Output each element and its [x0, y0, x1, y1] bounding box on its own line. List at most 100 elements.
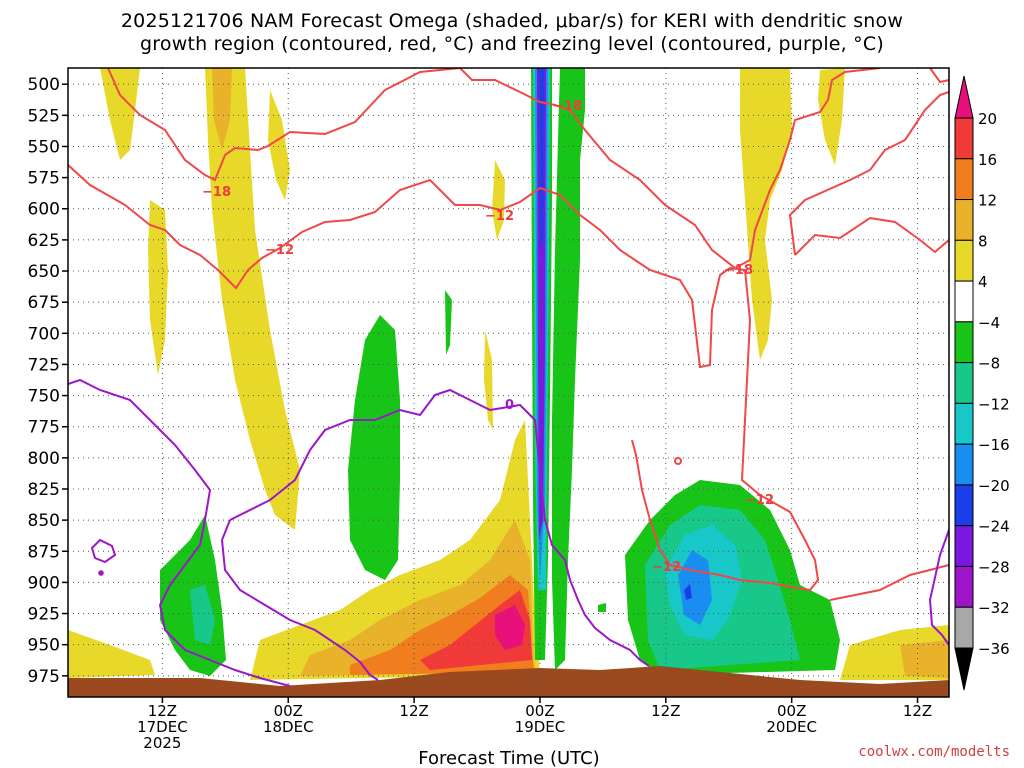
omega-shading: [68, 68, 949, 680]
x-tick-label: 2025: [143, 734, 181, 752]
colorbar-label: 12: [978, 192, 997, 210]
contours: [68, 68, 949, 687]
y-tick-label: 650: [28, 262, 60, 282]
contour-labels: −18 −18 −18 −12 −12 −12 −12 0: [202, 99, 774, 575]
y-tick-label: 575: [28, 169, 60, 189]
watermark: coolwx.com/modelts: [858, 744, 1010, 760]
colorbar-top-arrow: [954, 75, 974, 119]
colorbar-label: −12: [978, 395, 1010, 413]
omega-negative-region: [348, 315, 400, 580]
y-tick-label: 775: [28, 418, 60, 438]
omega-positive-region: [212, 68, 232, 150]
colorbar-label: −16: [978, 436, 1010, 454]
chart-title-line-1: 2025121706 NAM Forecast Omega (shaded, μ…: [120, 10, 904, 32]
dgz-contour-minus12: [788, 91, 949, 256]
colorbar-label: −8: [978, 355, 1000, 373]
y-tick-label: 600: [28, 200, 60, 220]
y-tick-label: 850: [28, 511, 60, 531]
dgz-contour-minus12: [829, 564, 949, 601]
colorbar-label: 20: [978, 110, 997, 128]
omega-positive-region: [495, 605, 525, 650]
contour-label: −18: [724, 263, 753, 278]
freezing-contour-0: [928, 529, 949, 646]
freezing-contour-0: [68, 378, 291, 687]
omega-positive-region: [148, 200, 168, 375]
y-tick-label: 500: [28, 75, 60, 95]
y-tick-label: 675: [28, 293, 60, 313]
contour-label: −18: [202, 185, 231, 200]
colorbar-swatch: [954, 280, 974, 323]
freezing-contour-0: [229, 388, 650, 667]
omega-negative-region: [190, 585, 215, 645]
colorbar-swatch: [954, 199, 974, 241]
colorbar-swatch: [954, 484, 974, 527]
colorbar-swatch: [954, 362, 974, 404]
colorbar-swatch: [954, 158, 974, 201]
contour-label: 0: [505, 398, 514, 413]
y-tick-label: 950: [28, 636, 60, 656]
omega-positive-region: [740, 68, 792, 360]
colorbar: 20 16 12 8 4 −4 −8 −12 −16 −20 −24 −28 −32 −36: [954, 75, 1010, 691]
omega-positive-region: [68, 630, 155, 678]
y-tick-label: 525: [28, 106, 60, 126]
x-tick-label: 12Z: [148, 702, 177, 720]
colorbar-label: 8: [978, 232, 988, 250]
x-tick-label: 20DEC: [766, 718, 817, 736]
y-tick-label: 925: [28, 605, 60, 625]
colorbar-label: −32: [978, 599, 1010, 617]
dgz-contour-minus12: [794, 216, 949, 256]
colorbar-swatch: [954, 117, 974, 160]
x-tick-label: 00Z: [525, 702, 554, 720]
y-tick-label: 700: [28, 324, 60, 344]
y-tick-label: 725: [28, 355, 60, 375]
colorbar-label: 16: [978, 151, 997, 169]
plot-frame: [67, 67, 950, 698]
omega-positive-region: [268, 90, 290, 200]
omega-negative-region: [552, 68, 585, 670]
colorbar-bottom-arrow: [954, 647, 974, 691]
grid-lines: [68, 68, 949, 697]
y-tick-label: 750: [28, 387, 60, 407]
dgz-contour-minus12: [68, 164, 820, 592]
omega-positive-region: [900, 640, 949, 678]
omega-positive-region: [100, 68, 140, 160]
dgz-contour-minus18: [107, 68, 881, 270]
contour-label: −12: [745, 493, 774, 508]
colorbar-label: −28: [978, 558, 1010, 576]
x-tick-label: 12Z: [651, 702, 680, 720]
y-axis: 500 525 550 575 600 625 650 675 700 725 750 775 800 8…: [28, 75, 68, 687]
omega-positive-region: [420, 590, 532, 670]
colorbar-swatch: [954, 443, 974, 486]
dgz-contour-minus12: [674, 457, 682, 465]
chart-title-line-2: growth region (contoured, red, °C) and f…: [140, 33, 884, 55]
x-tick-label: 12Z: [399, 702, 428, 720]
freezing-contour-0: [90, 538, 117, 564]
y-tick-label: 900: [28, 573, 60, 593]
y-tick-label: 625: [28, 231, 60, 251]
colorbar-label: −24: [978, 518, 1010, 536]
omega-negative-region: [537, 68, 546, 540]
colorbar-label: −4: [978, 314, 1000, 332]
colorbar-label: −20: [978, 477, 1010, 495]
colorbar-swatch: [954, 321, 974, 364]
y-tick-label: 825: [28, 480, 60, 500]
contour-label: −18: [553, 99, 582, 114]
colorbar-label: 4: [978, 273, 988, 291]
colorbar-swatch: [954, 525, 974, 567]
contour-label: −12: [485, 209, 514, 224]
omega-positive-region: [818, 68, 845, 165]
y-tick-label: 975: [28, 667, 60, 687]
contour-label: −12: [265, 243, 294, 258]
omega-positive-region: [492, 160, 505, 240]
x-tick-label: 00Z: [777, 702, 806, 720]
x-tick-label: 19DEC: [515, 718, 566, 736]
contour-label: −12: [652, 560, 681, 575]
x-tick-label: 18DEC: [263, 718, 314, 736]
terrain-fill: [68, 666, 949, 697]
x-axis-label: Forecast Time (UTC): [418, 748, 599, 768]
freezing-contour-0: [220, 519, 379, 681]
colorbar-label: −36: [978, 640, 1010, 658]
y-tick-label: 550: [28, 137, 60, 157]
